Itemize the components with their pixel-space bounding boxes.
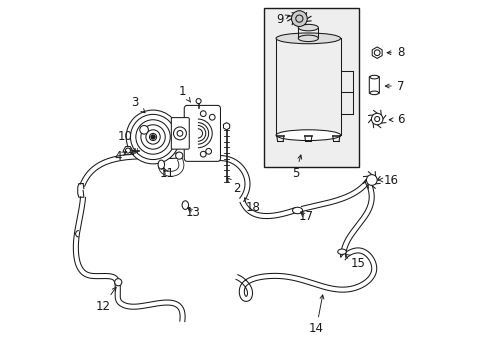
Circle shape	[371, 113, 382, 125]
Ellipse shape	[292, 207, 302, 214]
Circle shape	[295, 15, 303, 22]
Text: 15: 15	[345, 255, 365, 270]
Text: 9: 9	[275, 13, 289, 26]
Text: 6: 6	[388, 113, 404, 126]
Ellipse shape	[182, 201, 188, 210]
Polygon shape	[123, 147, 132, 155]
Bar	[264, 8, 359, 167]
Text: 7: 7	[385, 80, 404, 93]
Circle shape	[373, 50, 379, 55]
Circle shape	[200, 151, 206, 157]
Circle shape	[173, 127, 186, 140]
Ellipse shape	[276, 130, 340, 140]
Circle shape	[196, 99, 201, 104]
Circle shape	[136, 120, 170, 154]
Circle shape	[366, 175, 376, 185]
Text: 14: 14	[308, 295, 323, 335]
Text: 2: 2	[227, 178, 240, 195]
Ellipse shape	[369, 75, 378, 79]
Circle shape	[291, 11, 306, 27]
FancyBboxPatch shape	[368, 76, 379, 94]
Circle shape	[209, 114, 215, 120]
Circle shape	[115, 279, 122, 286]
Circle shape	[205, 148, 211, 154]
Circle shape	[175, 152, 183, 159]
Circle shape	[140, 126, 148, 134]
FancyBboxPatch shape	[184, 105, 220, 161]
Text: 12: 12	[95, 287, 116, 313]
Polygon shape	[223, 123, 229, 130]
Text: 5: 5	[291, 155, 301, 180]
Text: 18: 18	[244, 198, 261, 215]
Polygon shape	[371, 47, 382, 58]
Ellipse shape	[276, 33, 340, 44]
Ellipse shape	[369, 91, 378, 95]
Circle shape	[130, 114, 175, 159]
Text: 16: 16	[378, 174, 398, 186]
Circle shape	[200, 111, 206, 117]
Circle shape	[125, 148, 130, 153]
Text: 8: 8	[386, 46, 404, 59]
Circle shape	[151, 135, 155, 139]
FancyBboxPatch shape	[171, 118, 189, 149]
Circle shape	[126, 110, 180, 164]
Circle shape	[149, 134, 156, 140]
Circle shape	[141, 125, 165, 149]
Text: 13: 13	[186, 207, 201, 220]
Text: 3: 3	[131, 96, 145, 113]
Circle shape	[145, 130, 160, 144]
Text: 17: 17	[298, 210, 313, 223]
Ellipse shape	[158, 160, 164, 169]
Text: 1: 1	[178, 85, 190, 102]
Ellipse shape	[298, 35, 318, 41]
Ellipse shape	[337, 249, 346, 255]
Circle shape	[374, 117, 379, 122]
Ellipse shape	[298, 24, 318, 31]
Circle shape	[177, 131, 183, 136]
Text: 4: 4	[114, 150, 126, 163]
Text: 11: 11	[160, 167, 175, 180]
Text: 10: 10	[118, 130, 134, 155]
